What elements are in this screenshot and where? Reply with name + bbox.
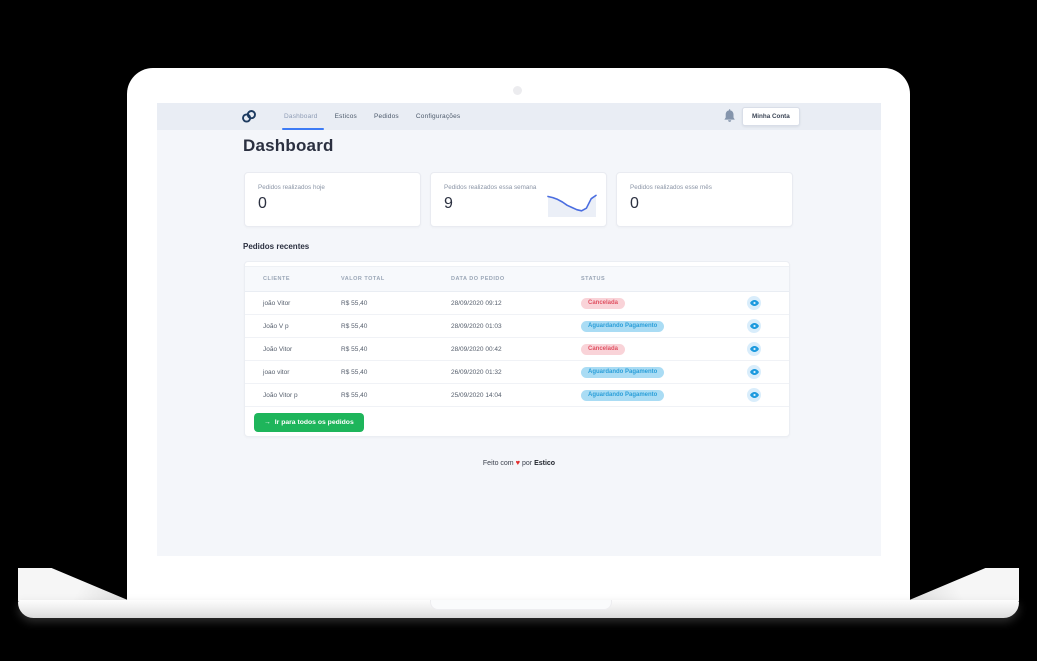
stat-label: Pedidos realizados essa semana	[444, 184, 537, 191]
laptop-base-notch	[430, 600, 612, 610]
page-title: Dashboard	[243, 136, 334, 155]
stat-value: 9	[444, 195, 453, 212]
my-account-button[interactable]: Minha Conta	[742, 107, 800, 126]
stat-card-today: Pedidos realizados hoje 0	[244, 172, 421, 227]
cell-cliente: João Vitor	[263, 345, 293, 353]
recent-orders-title: Pedidos recentes	[243, 242, 310, 251]
status-badge: Aguardando Pagamento	[581, 320, 665, 332]
webcam-dot	[513, 86, 522, 95]
tab-esticos[interactable]: Esticos	[334, 113, 357, 120]
view-order-button[interactable]	[747, 319, 761, 333]
week-trend-sparkline	[547, 194, 597, 217]
stat-card-week: Pedidos realizados essa semana 9	[430, 172, 607, 227]
stat-cards: Pedidos realizados hoje 0 Pedidos realiz…	[244, 172, 793, 227]
stat-value: 0	[258, 195, 267, 212]
stat-card-month: Pedidos realizados esse mês 0	[616, 172, 793, 227]
tab-dashboard[interactable]: Dashboard	[284, 113, 318, 120]
heart-icon: ♥	[515, 458, 521, 467]
cell-cliente: João V p	[263, 322, 289, 330]
status-badge: Cancelada	[581, 297, 626, 309]
status-badge: Cancelada	[581, 343, 626, 355]
column-header-status: Status	[581, 276, 606, 282]
eye-icon	[749, 392, 759, 398]
eye-icon	[749, 369, 759, 375]
table-header-row: Cliente Valor Total Data do Pedido Statu…	[245, 266, 789, 292]
stat-label: Pedidos realizados esse mês	[630, 184, 712, 191]
eye-icon	[749, 346, 759, 352]
cell-valor: R$ 55,40	[341, 322, 368, 330]
footer-brand: Estico	[534, 460, 556, 467]
view-order-button[interactable]	[747, 296, 761, 310]
stat-label: Pedidos realizados hoje	[258, 184, 325, 191]
cell-valor: R$ 55,40	[341, 345, 368, 353]
right-arrow-icon: →	[264, 419, 271, 426]
footer-text: por	[522, 460, 533, 467]
cell-cliente: João Vitor p	[263, 391, 298, 399]
table-row: joão Vitor R$ 55,40 28/09/2020 09:12 Can…	[245, 292, 789, 315]
go-to-all-orders-label: Ir para todos os pedidos	[274, 419, 354, 426]
top-nav: Dashboard Esticos Pedidos Configurações …	[157, 103, 881, 130]
table-row: João Vitor p R$ 55,40 25/09/2020 14:04 A…	[245, 384, 789, 407]
stat-value: 0	[630, 195, 639, 212]
eye-icon	[749, 323, 759, 329]
table-row: João V p R$ 55,40 28/09/2020 01:03 Aguar…	[245, 315, 789, 338]
cell-data: 25/09/2020 14:04	[451, 391, 502, 399]
active-tab-underline	[282, 128, 324, 130]
cell-data: 28/09/2020 01:03	[451, 322, 502, 330]
laptop-base-left-edge	[18, 568, 130, 601]
status-badge: Aguardando Pagamento	[581, 366, 665, 378]
laptop-base-right-edge	[907, 568, 1019, 601]
cell-data: 28/09/2020 00:42	[451, 345, 502, 353]
recent-orders-table: Cliente Valor Total Data do Pedido Statu…	[244, 261, 790, 437]
view-order-button[interactable]	[747, 342, 761, 356]
cell-data: 28/09/2020 09:12	[451, 299, 502, 307]
go-to-all-orders-button[interactable]: → Ir para todos os pedidos	[254, 413, 364, 432]
dashboard-app: Dashboard Esticos Pedidos Configurações …	[157, 103, 881, 556]
cell-valor: R$ 55,40	[341, 299, 368, 307]
status-badge: Aguardando Pagamento	[581, 389, 665, 401]
tab-configuracoes[interactable]: Configurações	[415, 113, 461, 120]
eye-icon	[749, 300, 759, 306]
column-header-valor-total: Valor Total	[341, 276, 385, 282]
footer-text: Feito com	[482, 460, 514, 467]
chain-link-logo-icon	[242, 110, 256, 123]
table-row: joao vitor R$ 55,40 26/09/2020 01:32 Agu…	[245, 361, 789, 384]
view-order-button[interactable]	[747, 388, 761, 402]
cell-valor: R$ 55,40	[341, 368, 368, 376]
cell-valor: R$ 55,40	[341, 391, 368, 399]
tab-pedidos[interactable]: Pedidos	[373, 113, 399, 120]
nav-tabs: Dashboard Esticos Pedidos Configurações	[284, 103, 460, 130]
table-row: João Vitor R$ 55,40 28/09/2020 00:42 Can…	[245, 338, 789, 361]
app-footer: Feito com ♥ por Estico	[157, 458, 881, 467]
cell-cliente: joão Vitor	[263, 299, 291, 307]
cell-cliente: joao vitor	[263, 368, 290, 376]
view-order-button[interactable]	[747, 365, 761, 379]
cell-data: 26/09/2020 01:32	[451, 368, 502, 376]
notification-bell-icon[interactable]	[723, 109, 736, 123]
column-header-data-pedido: Data do Pedido	[451, 276, 505, 282]
column-header-cliente: Cliente	[263, 276, 291, 282]
